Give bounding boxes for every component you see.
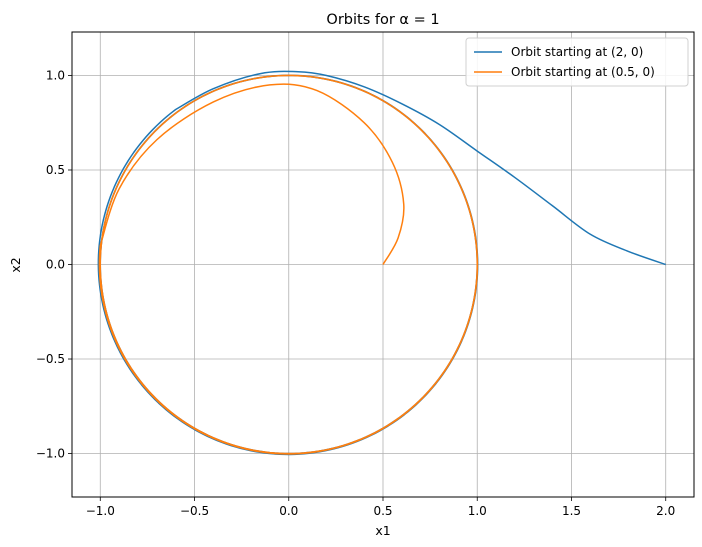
- x-axis-label: x1: [375, 523, 390, 538]
- orbit-line-1: [97, 70, 666, 456]
- legend-label: Orbit starting at (0.5, 0): [511, 65, 655, 79]
- chart-title: Orbits for α = 1: [326, 12, 439, 28]
- y-tick-label: 0.5: [46, 163, 65, 177]
- x-tick-label: −1.0: [86, 504, 115, 518]
- orbit-line-2: [98, 74, 479, 455]
- legend-box: [465, 37, 689, 87]
- y-axis-label: x2: [8, 257, 23, 272]
- orbit-curves: [97, 70, 666, 456]
- y-tick-label: 1.0: [46, 68, 65, 82]
- x-tick-label: 2.0: [656, 504, 675, 518]
- x-tick-label: 1.5: [562, 504, 581, 518]
- legend-label: Orbit starting at (2, 0): [511, 45, 643, 59]
- y-tick-label: −1.0: [36, 447, 65, 461]
- y-tick-label: 0.0: [46, 258, 65, 272]
- x-tick-label: 0.0: [279, 504, 298, 518]
- y-tick-label: −0.5: [36, 352, 65, 366]
- x-tick-label: 1.0: [468, 504, 487, 518]
- legend: Orbit starting at (2, 0) Orbit starting a…: [465, 37, 689, 87]
- axis-ticks: −1.0 −0.5 0.0 0.5 1.0 1.5 2.0 −1.0 −0.5 0.0 0.5 1.0: [36, 68, 675, 518]
- x-tick-label: 0.5: [373, 504, 392, 518]
- x-tick-label: −0.5: [180, 504, 209, 518]
